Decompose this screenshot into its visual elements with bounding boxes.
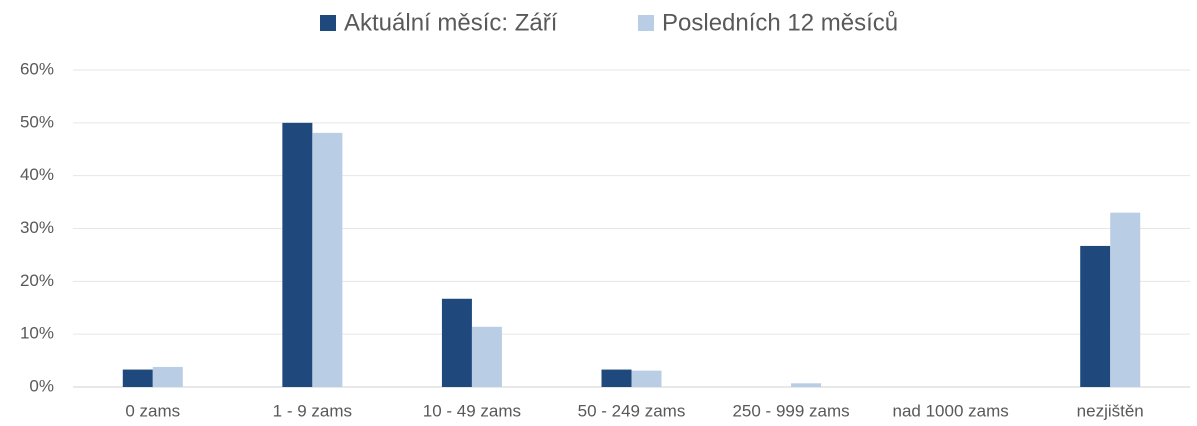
bar [601, 369, 632, 387]
bar [1080, 245, 1111, 387]
bar [312, 132, 343, 387]
y-tick-label: 50% [20, 112, 54, 131]
y-tick-label: 30% [20, 218, 54, 237]
y-tick-label: 10% [20, 324, 54, 343]
legend-label: Posledních 12 měsíců [662, 9, 898, 36]
y-tick-label: 60% [20, 59, 54, 78]
y-tick-label: 0% [29, 376, 54, 395]
legend-swatch [320, 15, 336, 31]
x-tick-label: 1 - 9 zams [273, 401, 352, 420]
legend-swatch [638, 15, 654, 31]
bar [152, 366, 183, 387]
bar [441, 298, 472, 387]
y-tick-label: 40% [20, 165, 54, 184]
bar [1110, 212, 1141, 387]
bar [122, 369, 153, 387]
bar [791, 383, 822, 387]
x-tick-label: 250 - 999 zams [732, 401, 849, 420]
x-tick-label: 50 - 249 zams [578, 401, 686, 420]
bar [282, 122, 313, 387]
x-tick-label: 0 zams [125, 401, 180, 420]
y-tick-label: 20% [20, 271, 54, 290]
x-tick-label: nad 1000 zams [893, 401, 1009, 420]
bar [471, 326, 502, 387]
legend-label: Aktuální měsíc: Září [344, 9, 558, 36]
bar [631, 370, 662, 387]
x-tick-label: nezjištěn [1077, 401, 1144, 420]
x-tick-label: 10 - 49 zams [423, 401, 521, 420]
